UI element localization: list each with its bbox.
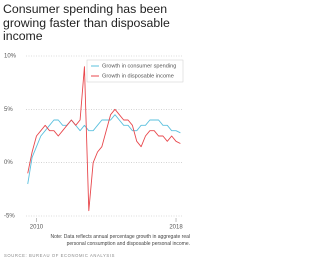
series-line bbox=[27, 66, 181, 212]
y-tick-label: 0% bbox=[4, 160, 13, 166]
y-tick-label: 5% bbox=[4, 107, 13, 113]
note: Note: Data reflects annual percentage gr… bbox=[50, 234, 190, 247]
y-tick-label: -5% bbox=[4, 214, 15, 220]
x-tick-label: 2018 bbox=[169, 225, 183, 231]
page: -5% 0% 5% 10% 2010 2018 Growth in consumer spe… bbox=[3, 2, 190, 258]
x-tick-label: 2010 bbox=[30, 225, 44, 231]
legend-box bbox=[86, 59, 184, 83]
chart: -5% 0% 5% 10% 2010 2018 Growth in consumer spe… bbox=[4, 54, 184, 231]
source: SOURCE: BUREAU OF ECONOMIC ANALYSIS bbox=[4, 253, 115, 258]
y-tick-label: 10% bbox=[4, 54, 17, 60]
chart-title: Consumer spending has been growing faste… bbox=[3, 2, 170, 43]
legend-label: Growth in disposable income bbox=[102, 73, 174, 79]
series-line bbox=[27, 114, 181, 185]
legend-label: Growth in consumer spending bbox=[102, 63, 176, 69]
